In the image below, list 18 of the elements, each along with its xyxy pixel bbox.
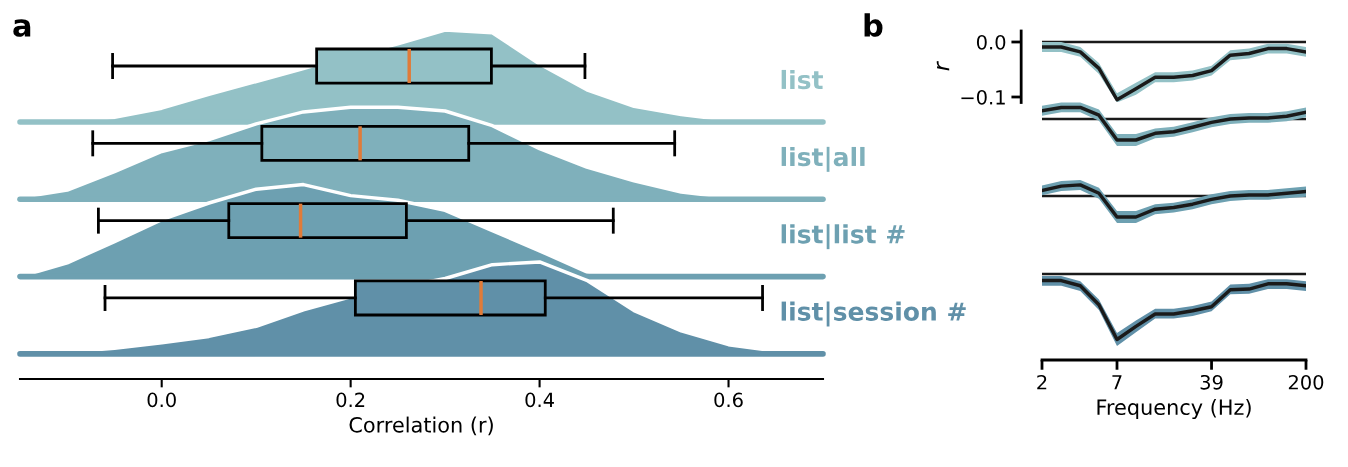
x-tick-label: 2: [1037, 374, 1047, 390]
chart-title: a: [13, 19, 31, 37]
x-axis-title: Frequency (Hz): [1097, 398, 1251, 420]
category-label: list|session #: [781, 301, 966, 327]
x-tick-label: 200: [1288, 374, 1324, 390]
category-label: list|all: [781, 146, 865, 172]
x-tick-label: 0.4: [525, 392, 554, 408]
x-tick-label: 0.0: [147, 392, 176, 408]
x-axis-title: Correlation (r): [349, 416, 493, 436]
category-label: list: [781, 69, 823, 90]
x-tick-label: 39: [1200, 374, 1223, 390]
x-tick-label: 0.2: [336, 392, 365, 408]
category-label: list|list #: [781, 224, 905, 250]
x-tick-label: 7: [1112, 375, 1122, 390]
chart-title: b: [864, 13, 883, 37]
y-tick-label: −0.1: [961, 89, 1005, 105]
x-tick-label: 0.6: [714, 392, 743, 408]
y-axis-title: r: [936, 61, 950, 71]
